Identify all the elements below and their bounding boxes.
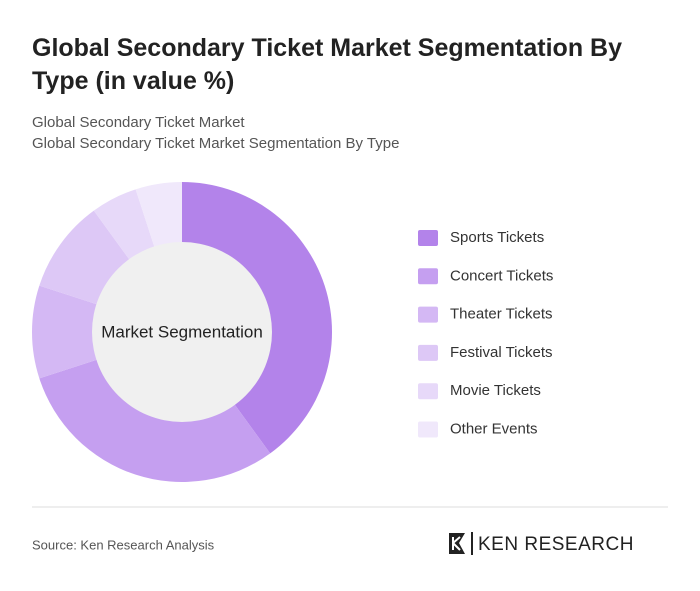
legend-swatch [418, 306, 438, 323]
brand: KEN RESEARCH [478, 534, 634, 555]
donut-slice [182, 182, 332, 454]
legend-label: Other Events [450, 420, 538, 437]
legend-label: Theater Tickets [450, 306, 553, 323]
donut [32, 182, 332, 482]
legend-label: Festival Tickets [450, 344, 553, 361]
legend-swatch [418, 230, 438, 246]
subtitle: Global Secondary Ticket Market [32, 114, 245, 131]
legend-swatch [418, 383, 438, 400]
legend-swatch [418, 268, 438, 285]
subtitle: Global Secondary Ticket Market Segmentat… [32, 135, 400, 152]
source: Source: Ken Research Analysis [32, 537, 215, 552]
legend: Sports Tickets Concert Tickets Theater Tic… [418, 229, 553, 438]
logo: KEN RESEARCH [449, 532, 634, 555]
logo-icon [449, 533, 465, 554]
donut-slice [39, 359, 271, 482]
donut-slice [32, 285, 99, 379]
logo-icon [452, 536, 461, 551]
legend-label: Sports Tickets [450, 229, 544, 246]
legend-label: Concert Tickets [450, 267, 553, 284]
donut-slice [135, 182, 182, 249]
donut-slice [39, 210, 131, 305]
legend-label: Movie Tickets [450, 382, 541, 399]
donut-hole [92, 242, 272, 422]
chart-title: Global Secondary Ticket Market Segmentat… [32, 34, 622, 95]
center-label: Market Segmentation [101, 322, 263, 341]
legend-swatch [418, 344, 438, 361]
donut-slice [93, 189, 155, 261]
legend-swatch [418, 421, 438, 438]
